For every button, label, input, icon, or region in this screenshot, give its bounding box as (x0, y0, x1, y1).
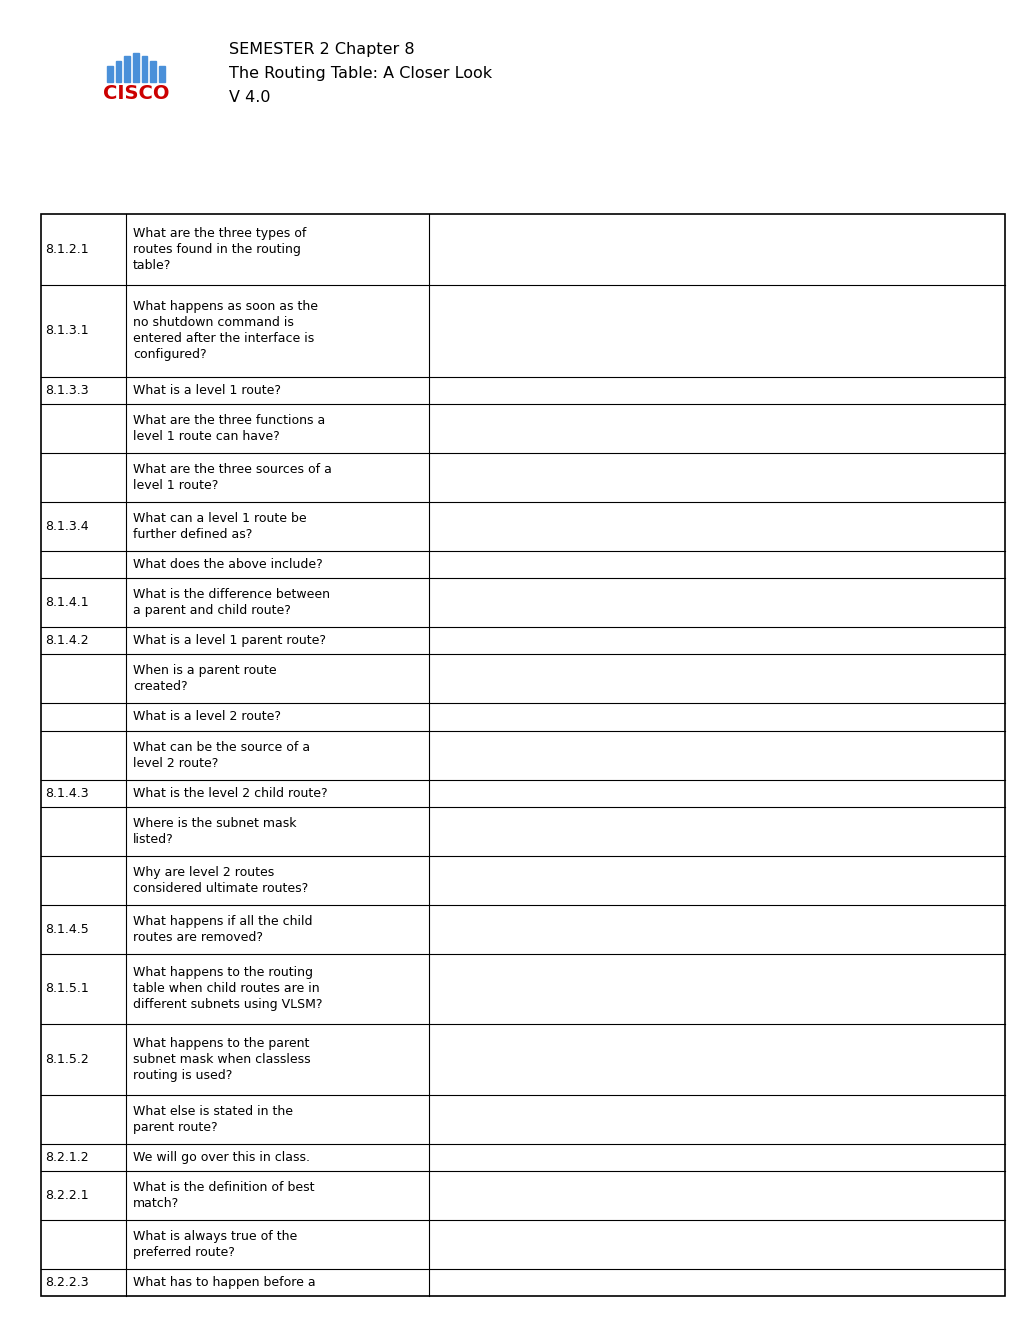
Text: What are the three functions a
level 1 route can have?: What are the three functions a level 1 r… (132, 414, 325, 444)
Text: What happens as soon as the
no shutdown command is
entered after the interface i: What happens as soon as the no shutdown … (132, 301, 318, 362)
Bar (142, 57, 148, 82)
Text: The Routing Table: A Closer Look: The Routing Table: A Closer Look (229, 66, 492, 81)
Text: What is a level 1 parent route?: What is a level 1 parent route? (132, 635, 325, 647)
Text: What has to happen before a: What has to happen before a (132, 1276, 315, 1290)
Text: 8.1.5.2: 8.1.5.2 (45, 1053, 89, 1067)
Text: 8.2.1.2: 8.2.1.2 (45, 1151, 89, 1164)
Text: What happens if all the child
routes are removed?: What happens if all the child routes are… (132, 915, 312, 944)
Bar (159, 66, 165, 82)
Text: What else is stated in the
parent route?: What else is stated in the parent route? (132, 1105, 292, 1134)
Text: 8.1.3.3: 8.1.3.3 (45, 384, 89, 397)
Text: We will go over this in class.: We will go over this in class. (132, 1151, 310, 1164)
Text: What are the three types of
routes found in the routing
table?: What are the three types of routes found… (132, 227, 306, 272)
Text: What is a level 2 route?: What is a level 2 route? (132, 710, 280, 723)
Text: What happens to the parent
subnet mask when classless
routing is used?: What happens to the parent subnet mask w… (132, 1038, 310, 1082)
Text: 8.1.3.1: 8.1.3.1 (45, 325, 89, 338)
Bar (132, 53, 139, 82)
Text: Where is the subnet mask
listed?: Where is the subnet mask listed? (132, 817, 296, 846)
Text: What happens to the routing
table when child routes are in
different subnets usi: What happens to the routing table when c… (132, 966, 322, 1011)
Text: What can a level 1 route be
further defined as?: What can a level 1 route be further defi… (132, 512, 306, 541)
Text: V 4.0: V 4.0 (229, 90, 271, 104)
Text: What can be the source of a
level 2 route?: What can be the source of a level 2 rout… (132, 741, 310, 770)
Text: 8.2.2.3: 8.2.2.3 (45, 1276, 89, 1290)
Text: 8.2.2.1: 8.2.2.1 (45, 1189, 89, 1203)
Text: 8.1.4.3: 8.1.4.3 (45, 787, 89, 800)
Text: 8.1.5.1: 8.1.5.1 (45, 982, 89, 995)
Bar (116, 61, 121, 82)
Text: What is the level 2 child route?: What is the level 2 child route? (132, 787, 327, 800)
Bar (107, 66, 112, 82)
Text: 8.1.2.1: 8.1.2.1 (45, 243, 89, 256)
Text: 8.1.4.5: 8.1.4.5 (45, 923, 89, 936)
Text: What is the definition of best
match?: What is the definition of best match? (132, 1181, 314, 1210)
Text: What is always true of the
preferred route?: What is always true of the preferred rou… (132, 1230, 297, 1259)
Text: Why are level 2 routes
considered ultimate routes?: Why are level 2 routes considered ultima… (132, 866, 308, 895)
Text: 8.1.4.2: 8.1.4.2 (45, 635, 89, 647)
Bar (41, 214, 1004, 1296)
Bar (124, 57, 130, 82)
Text: CISCO: CISCO (103, 84, 169, 103)
Text: What does the above include?: What does the above include? (132, 558, 322, 572)
Text: SEMESTER 2 Chapter 8: SEMESTER 2 Chapter 8 (229, 42, 415, 57)
Text: What are the three sources of a
level 1 route?: What are the three sources of a level 1 … (132, 463, 331, 492)
Bar (151, 61, 156, 82)
Text: 8.1.3.4: 8.1.3.4 (45, 520, 89, 533)
Text: When is a parent route
created?: When is a parent route created? (132, 664, 276, 693)
Text: What is a level 1 route?: What is a level 1 route? (132, 384, 280, 397)
Text: 8.1.4.1: 8.1.4.1 (45, 597, 89, 610)
Text: What is the difference between
a parent and child route?: What is the difference between a parent … (132, 589, 329, 618)
